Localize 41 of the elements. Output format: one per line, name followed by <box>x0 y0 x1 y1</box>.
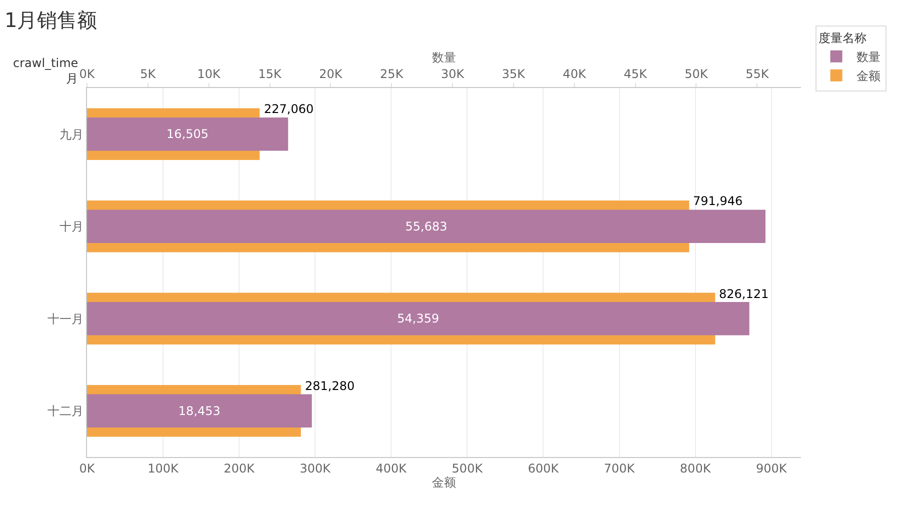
x-tick-label: 100K <box>148 461 180 476</box>
x2-tick-label: 20K <box>319 67 344 82</box>
x-tick-label: 0K <box>79 461 96 476</box>
x2-tick-label: 40K <box>562 67 588 82</box>
x2-tick-label: 0K <box>79 67 96 82</box>
x-tick-label: 300K <box>300 461 332 476</box>
x-tick-label: 600K <box>528 461 560 476</box>
x-tick-label: 800K <box>680 461 712 476</box>
data-label: 54,359 <box>397 312 440 326</box>
legend-label: 数量 <box>856 50 880 64</box>
x2-tick-label: 35K <box>502 67 526 82</box>
x2-tick-label: 5K <box>140 67 157 82</box>
x-tick-label: 900K <box>756 461 788 476</box>
legend-label: 金额 <box>856 69 880 84</box>
x-tick-label: 700K <box>604 461 636 476</box>
x-tick-label: 200K <box>224 461 256 476</box>
y-tick-label: 十月 <box>60 220 84 234</box>
x-tick-label: 500K <box>452 461 484 476</box>
data-label: 826,121 <box>719 287 769 301</box>
data-label: 16,505 <box>166 127 209 142</box>
y-tick-label: 十二月 <box>48 404 84 418</box>
data-label: 281,280 <box>305 379 355 393</box>
x2-tick-label: 10K <box>197 67 222 82</box>
x2-tick-label: 50K <box>684 67 709 82</box>
data-label: 227,060 <box>264 102 314 116</box>
x2-tick-label: 15K <box>258 67 282 82</box>
data-label: 18,453 <box>178 404 220 418</box>
chart-title: 1月销售额 <box>4 8 98 32</box>
y-tick-label: 九月 <box>60 127 84 142</box>
x-tick-label: 400K <box>376 461 408 476</box>
data-label: 791,946 <box>693 194 743 208</box>
x2-tick-label: 45K <box>624 67 648 82</box>
y-axis-title: crawl_time 月 <box>13 56 78 86</box>
x2-tick-label: 25K <box>380 67 404 82</box>
legend-title: 度量名称 <box>818 30 866 45</box>
x2-tick-label: 55K <box>746 67 770 82</box>
data-label: 55,683 <box>405 219 448 234</box>
y-tick-label: 十一月 <box>48 312 84 326</box>
x2-axis-title: 数量 <box>432 50 456 64</box>
x2-tick-label: 30K <box>440 67 466 82</box>
x-axis-title: 金额 <box>432 475 456 490</box>
